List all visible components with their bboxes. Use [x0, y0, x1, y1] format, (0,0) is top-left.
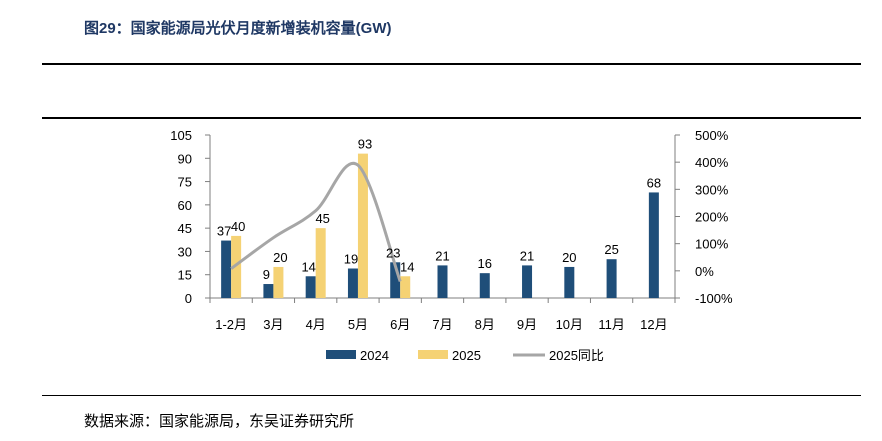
y-right-tick-label: -100%: [695, 291, 733, 306]
bar-2024: [606, 259, 617, 298]
data-label-2024: 9: [263, 267, 270, 282]
y-right-tick-label: 200%: [695, 210, 729, 225]
source-note: 数据来源：国家能源局，东吴证券研究所: [84, 413, 355, 430]
bar-2024: [221, 240, 232, 298]
bar-2024: [347, 268, 358, 298]
data-label-2025: 14: [400, 259, 414, 274]
x-tick-label: 8月: [475, 317, 495, 332]
y-right-tick-label: 400%: [695, 155, 729, 170]
y-left-tick-label: 30: [178, 244, 192, 259]
data-label-2024: 14: [301, 259, 315, 274]
x-tick-label: 7月: [432, 317, 452, 332]
bar-2024: [390, 262, 401, 298]
x-tick-label: 3月: [263, 317, 283, 332]
x-tick-label: 6月: [390, 317, 410, 332]
data-label-2025: 45: [315, 211, 329, 226]
y-left-tick-label: 75: [178, 175, 192, 190]
legend-label-2024: 2024: [360, 348, 389, 363]
y-left-tick-label: 105: [170, 128, 192, 143]
bar-2025: [315, 228, 326, 298]
data-label-2024: 21: [520, 248, 534, 263]
data-label-2024: 25: [604, 242, 618, 257]
bar-2024: [564, 266, 575, 298]
x-tick-label: 4月: [306, 317, 326, 332]
data-label-2024: 16: [478, 256, 492, 271]
y-left-tick-label: 90: [178, 151, 192, 166]
line-2025-yoy: [230, 161, 402, 282]
y-right-tick-label: 300%: [695, 182, 729, 197]
data-label-2024: 21: [435, 248, 449, 263]
data-label-2025: 40: [231, 219, 245, 234]
bottom-rule: [42, 395, 861, 396]
data-label-2024: 68: [647, 175, 661, 190]
bar-2025: [273, 266, 284, 298]
x-tick-label: 9月: [517, 317, 537, 332]
legend-label-2025: 2025: [452, 348, 481, 363]
data-label-2024: 23: [386, 245, 400, 260]
header-rule: [42, 117, 861, 119]
y-right-tick-label: 100%: [695, 237, 729, 252]
legend-swatch-2024: [326, 350, 356, 359]
y-left-tick-label: 0: [185, 291, 192, 306]
data-label-2024: 37: [217, 224, 231, 239]
bar-2024: [305, 276, 316, 298]
x-tick-label: 12月: [640, 317, 667, 332]
bar-2024: [263, 284, 274, 298]
data-label-2025: 20: [273, 250, 287, 265]
legend-swatch-2025: [418, 350, 448, 359]
y-right-tick-label: 0%: [695, 264, 714, 279]
x-tick-label: 5月: [348, 317, 368, 332]
y-left-tick-label: 60: [178, 198, 192, 213]
y-left-tick-label: 45: [178, 221, 192, 236]
legend-label-yoy: 2025同比: [549, 348, 604, 363]
data-label-2025: 93: [358, 137, 372, 152]
data-label-2024: 20: [562, 250, 576, 265]
top-rule: [42, 63, 861, 65]
x-tick-label: 1-2月: [215, 317, 247, 332]
bar-2024: [648, 192, 659, 298]
bar-2024: [479, 273, 490, 298]
bar-2024: [437, 265, 448, 298]
bar-2025: [400, 276, 411, 298]
chart-title: 图29：国家能源局光伏月度新增装机容量(GW): [84, 20, 392, 37]
y-right-tick-label: 500%: [695, 128, 729, 143]
x-tick-label: 11月: [598, 317, 625, 332]
x-tick-label: 10月: [556, 317, 583, 332]
y-left-tick-label: 15: [178, 268, 192, 283]
bar-2024: [522, 265, 533, 298]
bar-2025: [357, 153, 368, 298]
bar-2025: [231, 235, 242, 298]
data-label-2024: 19: [344, 252, 358, 267]
